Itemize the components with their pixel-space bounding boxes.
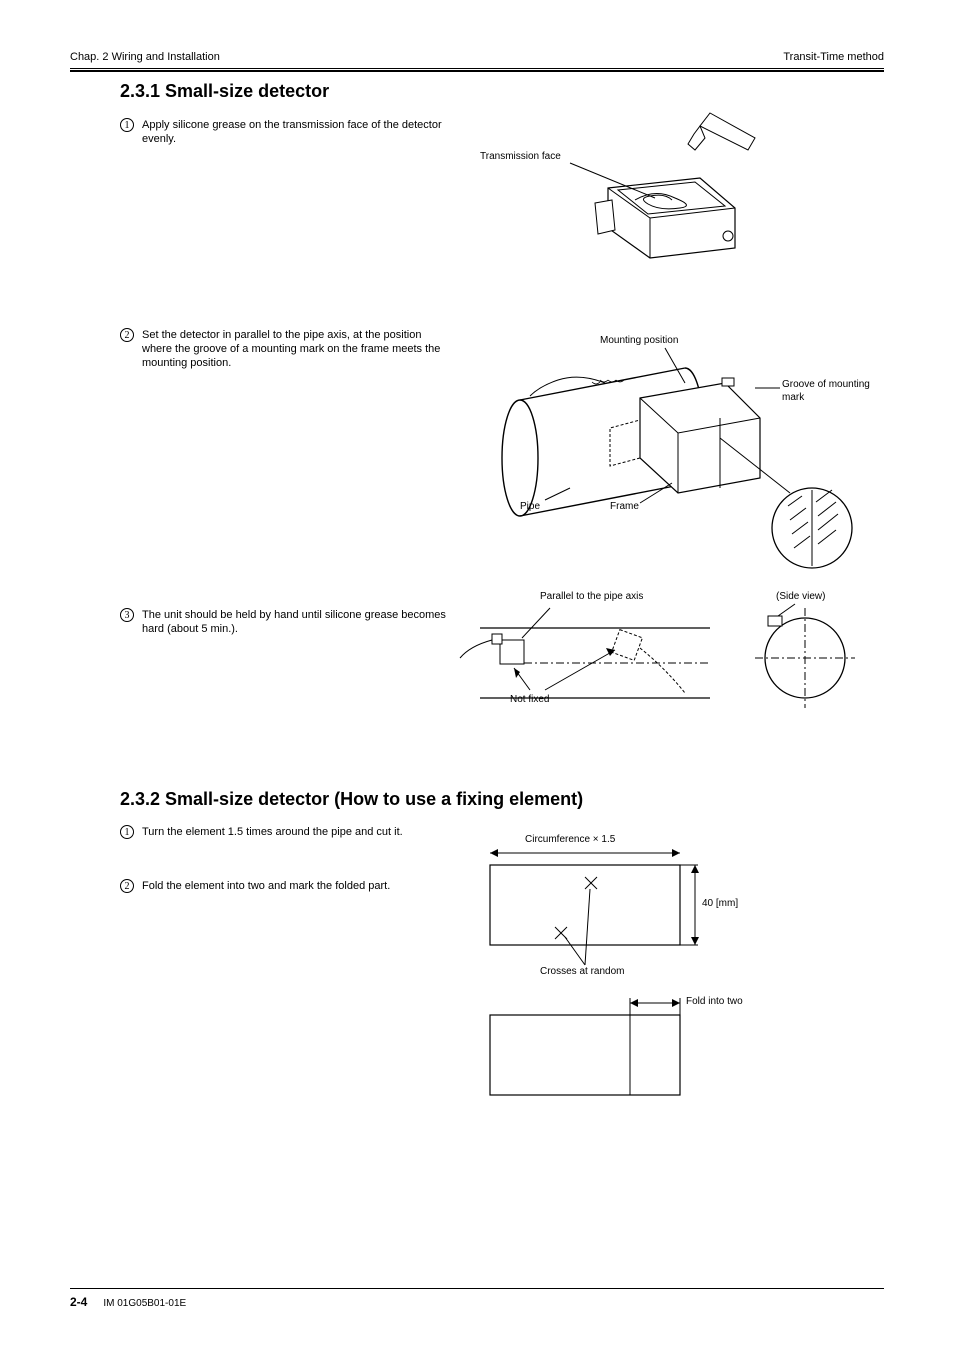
- label-mounting-pos: Mounting position: [600, 334, 678, 347]
- label-groove: Groove of mounting mark: [782, 378, 872, 404]
- step3-text: The unit should be held by hand until si…: [142, 608, 452, 637]
- label-circumference: Circumference × 1.5: [525, 833, 615, 846]
- step-num-2: 2: [120, 328, 134, 342]
- figure-mount: Mounting position Groove of mounting mar…: [460, 328, 880, 612]
- footer-row: 2-4 IM 01G05B01-01E: [70, 1295, 884, 1311]
- figure-grease: Transmission face: [500, 108, 800, 317]
- label-transmission-face: Transmission face: [480, 150, 561, 163]
- label-not-fixed: Not fixed: [510, 693, 549, 706]
- header-left: Chap. 2 Wiring and Installation: [70, 50, 220, 64]
- step2-text: Set the detector in parallel to the pipe…: [142, 328, 452, 371]
- step2-num-2: 2: [120, 879, 134, 893]
- figure-element: Circumference × 1.5 40 [mm] Crosses at r…: [470, 835, 790, 1129]
- section-title-2: 2.3.2 Small-size detector (How to use a …: [120, 788, 884, 811]
- step-num-3: 3: [120, 608, 134, 622]
- section-title-1: 2.3.1 Small-size detector: [120, 80, 884, 103]
- label-parallel: Parallel to the pipe axis: [540, 590, 643, 603]
- step-num-1: 1: [120, 118, 134, 132]
- doc-id: IM 01G05B01-01E: [103, 1297, 186, 1310]
- header-right: Transit-Time method: [783, 50, 884, 64]
- figure-parallel: Parallel to the pipe axis Not fixed (Sid…: [450, 598, 870, 752]
- header-row: Chap. 2 Wiring and Installation Transit-…: [70, 50, 884, 64]
- s2-step1-text: Turn the element 1.5 times around the pi…: [142, 825, 452, 839]
- header-rule-thin: [70, 68, 884, 69]
- label-crosses: Crosses at random: [540, 965, 624, 978]
- s2-step2-text: Fold the element into two and mark the f…: [142, 879, 452, 893]
- label-width: 40 [mm]: [702, 897, 738, 910]
- step1-text: Apply silicone grease on the transmissio…: [142, 118, 452, 147]
- footer-rule: [70, 1288, 884, 1289]
- header-rule-thick: [70, 70, 884, 72]
- label-frame: Frame: [610, 500, 639, 513]
- page-number: 2-4: [70, 1295, 87, 1311]
- label-side-view: (Side view): [776, 590, 825, 603]
- label-pipe: Pipe: [520, 500, 540, 513]
- label-fold: Fold into two: [686, 995, 743, 1008]
- step2-num-1: 1: [120, 825, 134, 839]
